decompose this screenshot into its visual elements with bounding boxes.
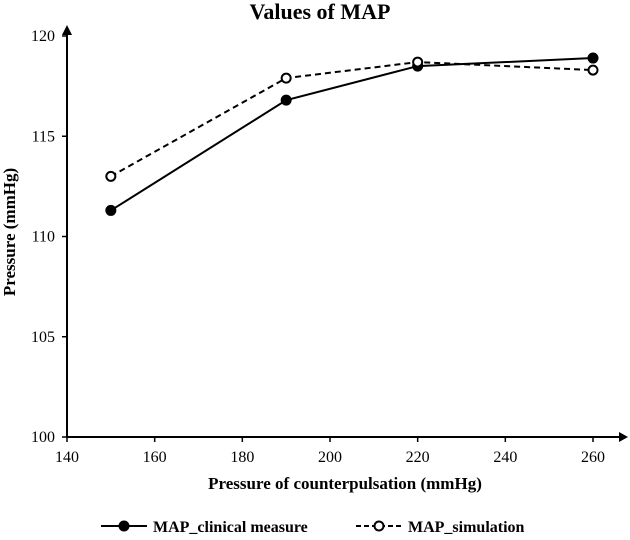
legend-label-map-clinical-measure: MAP_clinical measure — [153, 519, 308, 536]
data-point-map-clinical-measure — [587, 52, 599, 64]
y-axis-label: Pressure (mmHg) — [0, 168, 19, 296]
series-line-map-clinical-measure — [110, 57, 594, 212]
data-point-map-simulation — [412, 56, 424, 68]
x-axis-label: Pressure of counterpulsation (mmHg) — [208, 474, 482, 493]
y-tick-label: 115 — [32, 128, 55, 145]
y-axis-arrow — [62, 25, 72, 35]
legend-marker-map-clinical-measure — [118, 520, 130, 532]
x-tick-label: 180 — [230, 449, 254, 466]
data-point-map-clinical-measure — [105, 204, 117, 216]
x-tick-label: 260 — [581, 449, 605, 466]
chart-title: Values of MAP — [250, 0, 391, 24]
legend-marker-map-simulation — [373, 520, 385, 532]
y-tick-label: 100 — [31, 429, 55, 446]
data-point-map-clinical-measure — [280, 94, 292, 106]
data-point-map-simulation — [280, 72, 292, 84]
series-line-map-simulation — [110, 61, 594, 178]
y-tick-label: 110 — [32, 229, 55, 246]
x-tick-label: 140 — [55, 449, 79, 466]
x-tick-label: 200 — [318, 449, 342, 466]
series-layer — [105, 52, 599, 216]
legend-label-map-simulation: MAP_simulation — [408, 519, 525, 536]
data-point-map-simulation — [587, 64, 599, 76]
legend: MAP_clinical measure MAP_simulation — [101, 519, 525, 536]
data-point-map-simulation — [105, 170, 117, 182]
x-tick-label: 160 — [143, 449, 167, 466]
plot-area: 140 160 180 200 220 240 260 100 105 110 115 120 — [31, 25, 628, 466]
x-tick-label: 220 — [406, 449, 430, 466]
x-axis-arrow — [619, 432, 628, 442]
x-tick-label: 240 — [493, 449, 517, 466]
y-tick-label: 105 — [31, 329, 55, 346]
x-ticks: 140 160 180 200 220 240 260 — [55, 437, 605, 466]
y-tick-label: 120 — [31, 28, 55, 45]
y-ticks: 100 105 110 115 120 — [31, 28, 67, 446]
